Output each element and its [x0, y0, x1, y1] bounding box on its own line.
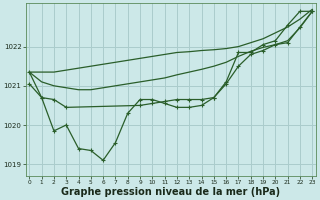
- X-axis label: Graphe pression niveau de la mer (hPa): Graphe pression niveau de la mer (hPa): [61, 187, 280, 197]
